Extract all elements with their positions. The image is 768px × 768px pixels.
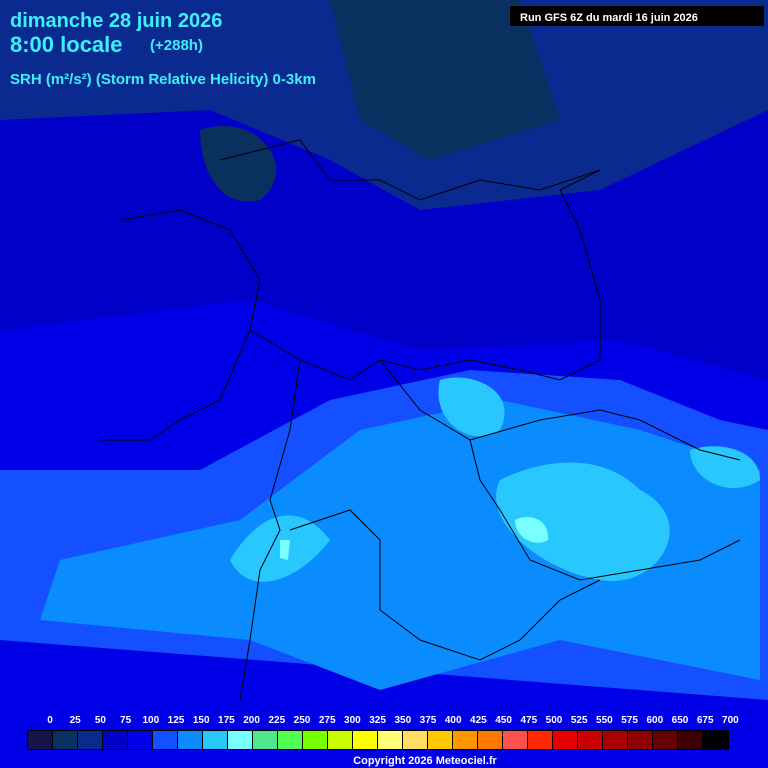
field [200,126,277,202]
run-info: Run GFS 6Z du mardi 16 juin 2026 [520,12,698,24]
legend-label: 350 [394,715,411,726]
legend-swatch [553,731,577,749]
legend-swatch [253,731,277,749]
copyright: Copyright 2026 Meteociel.fr [353,755,497,767]
run-box [510,6,764,26]
legend-swatch [178,731,202,749]
legend-swatch [678,731,702,749]
legend-swatch [628,731,652,749]
legend-label: 525 [571,715,588,726]
field [330,0,560,160]
border [379,359,741,581]
legend-label: 200 [243,715,260,726]
parameter: SRH (m²/s²) (Storm Relative Helicity) 0-… [10,71,316,88]
border [289,509,601,661]
legend-swatch [453,731,477,749]
legend-label: 375 [420,715,437,726]
legend-swatch [603,731,627,749]
legend-label: 450 [495,715,512,726]
border [469,409,741,461]
legend-swatch [703,731,727,749]
legend-swatch [228,731,252,749]
borders [100,139,741,701]
legend-swatch [53,731,77,749]
legend-label: 50 [95,715,107,726]
legend-label: 550 [596,715,613,726]
legend-swatch [328,731,352,749]
legend-swatch [128,731,152,749]
legend-label: 325 [369,715,386,726]
time: 8:00 locale [10,32,123,57]
field [280,516,549,560]
legend-label: 25 [70,715,82,726]
legend-swatch [428,731,452,749]
legend-swatch [203,731,227,749]
legend-swatch [478,731,502,749]
legend-label: 175 [218,715,235,726]
legend-swatch [28,731,52,749]
legend-label: 475 [520,715,537,726]
legend: 0 25 50 75 100 125 150 175 200 225 250 275 300 325 350… [27,715,739,750]
date: dimanche 28 juin 2026 [10,10,222,32]
legend-swatch [528,731,552,749]
legend-swatch [653,731,677,749]
legend-label: 125 [168,715,185,726]
legend-swatch [153,731,177,749]
border [249,169,601,381]
lead-time: (+288h) [150,37,203,54]
field [230,377,760,582]
border [219,139,601,201]
legend-swatch [578,731,602,749]
legend-swatch [103,731,127,749]
legend-label: 425 [470,715,487,726]
legend-label: 575 [621,715,638,726]
legend-swatch [78,731,102,749]
legend-label: 650 [672,715,689,726]
legend-label: 400 [445,715,462,726]
legend-swatch [353,731,377,749]
legend-swatch [378,731,402,749]
legend-swatch [503,731,527,749]
legend-label: 275 [319,715,336,726]
legend-label: 250 [294,715,311,726]
legend-label: 225 [268,715,285,726]
legend-swatch [303,731,327,749]
legend-label: 300 [344,715,361,726]
legend-label: 675 [697,715,714,726]
legend-swatch [403,731,427,749]
legend-label: 150 [193,715,210,726]
legend-label: 500 [546,715,563,726]
legend-swatch [278,731,302,749]
legend-label: 0 [47,715,53,726]
legend-label: 700 [722,715,739,726]
legend-label: 600 [646,715,663,726]
border [239,359,301,701]
legend-label: 100 [142,715,159,726]
legend-label: 75 [120,715,132,726]
